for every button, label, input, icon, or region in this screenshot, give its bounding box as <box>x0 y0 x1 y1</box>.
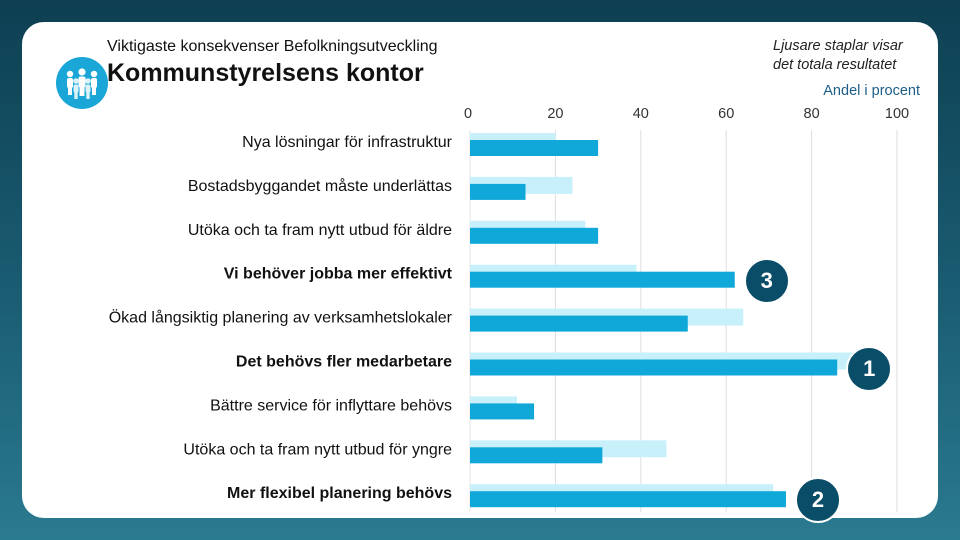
bar-office <box>470 271 735 288</box>
bar-office <box>470 491 786 508</box>
category-label: Utöka och ta fram nytt utbud för yngre <box>183 441 452 458</box>
bar-office <box>470 359 838 376</box>
x-tick-label: 20 <box>547 106 563 122</box>
x-tick-label: 100 <box>885 106 909 122</box>
category-label: Det behövs fler medarbetare <box>236 354 452 371</box>
people-group-icon <box>56 57 108 109</box>
chart-title: Kommunstyrelsens kontor <box>107 59 424 87</box>
category-label: Mer flexibel planering behövs <box>227 485 452 502</box>
category-label: Ökad långsiktig planering av verksamhets… <box>109 309 453 327</box>
x-axis-title: Andel i procent <box>823 83 920 99</box>
x-tick-label: 80 <box>804 106 820 122</box>
bar-office <box>470 315 688 332</box>
legend-note-line1: Ljusare staplar visar <box>773 38 903 54</box>
rank-badge: 1 <box>846 345 893 392</box>
rank-badge: 3 <box>743 257 790 304</box>
category-label: Bostadsbyggandet måste underlättas <box>188 177 452 195</box>
bar-office <box>470 403 535 420</box>
bar-office <box>470 140 599 156</box>
legend-note-line2: det totala resultatet <box>773 57 897 73</box>
category-label: Vi behöver jobba mer effektivt <box>224 266 453 283</box>
x-tick-label: 0 <box>464 106 472 122</box>
x-tick-label: 40 <box>633 106 649 122</box>
bar-office <box>470 227 599 244</box>
legend-note: Ljusare staplar visar det totala resulta… <box>773 37 933 75</box>
category-label: Nya lösningar för infrastruktur <box>242 134 453 151</box>
category-label: Utöka och ta fram nytt utbud för äldre <box>188 222 452 239</box>
category-label: Bättre service för inflyttare behövs <box>210 397 452 414</box>
bar-office <box>470 447 603 464</box>
rank-badge: 2 <box>794 477 841 524</box>
x-tick-label: 60 <box>718 106 734 122</box>
bar-office <box>470 183 526 200</box>
chart-subtitle: Viktigaste konsekvenser Befolkningsutvec… <box>107 38 438 55</box>
